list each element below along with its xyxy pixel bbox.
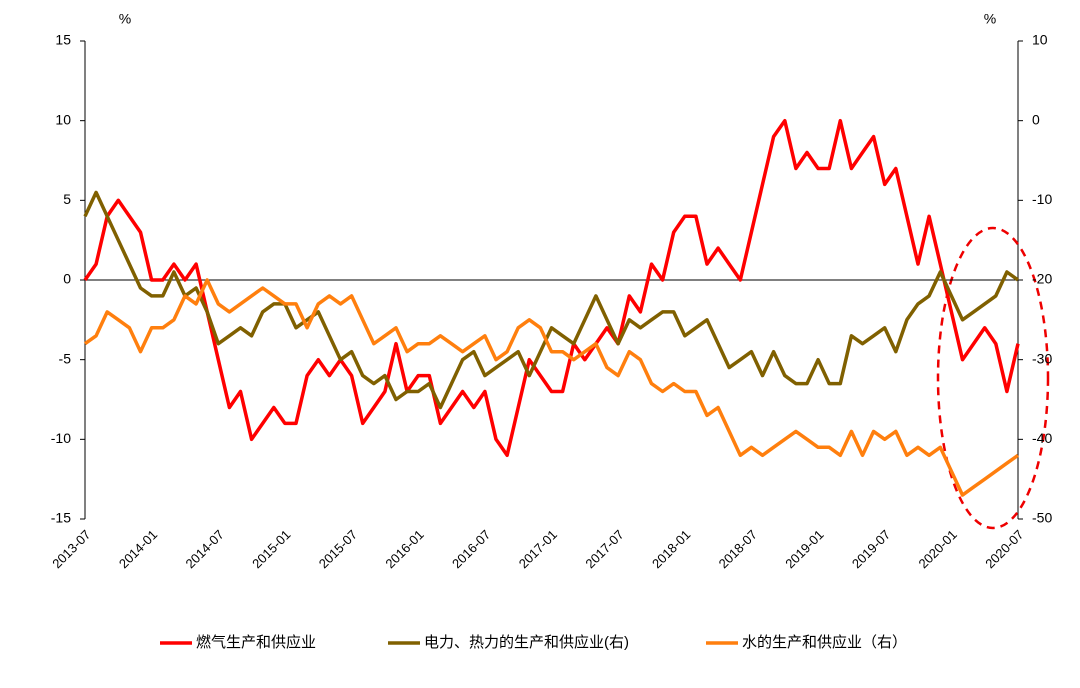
x-tick-label: 2019-01 <box>782 527 826 571</box>
y-tick-label: 10 <box>55 111 71 127</box>
x-tick-label: 2020-07 <box>982 527 1026 571</box>
x-tick-label: 2014-01 <box>116 527 160 571</box>
y2-tick-label: -50 <box>1032 510 1052 526</box>
y2-tick-label: -30 <box>1032 350 1052 366</box>
x-tick-label: 2017-01 <box>516 527 560 571</box>
y2-tick-label: 0 <box>1032 111 1040 127</box>
x-tick-label: 2019-07 <box>849 527 893 571</box>
y2-tick-label: 10 <box>1032 32 1048 48</box>
y2-tick-label: -20 <box>1032 271 1052 287</box>
x-tick-label: 2018-07 <box>716 527 760 571</box>
x-tick-label: 2020-01 <box>916 527 960 571</box>
x-tick-label: 2018-01 <box>649 527 693 571</box>
series-line <box>83 278 1020 497</box>
series-line <box>83 118 1020 458</box>
y-axis-unit: % <box>119 11 131 27</box>
y2-tick-label: -10 <box>1032 191 1052 207</box>
y-tick-label: 5 <box>63 191 71 207</box>
x-tick-label: 2017-07 <box>582 527 626 571</box>
x-tick-label: 2015-01 <box>249 527 293 571</box>
x-tick-label: 2015-07 <box>316 527 360 571</box>
y2-axis-unit: % <box>984 11 996 27</box>
series-line <box>83 190 1020 410</box>
y2-tick-label: -40 <box>1032 430 1052 446</box>
y-tick-label: -10 <box>51 430 71 446</box>
y-tick-label: -15 <box>51 510 71 526</box>
legend-label: 电力、热力的生产和供应业(右) <box>424 633 629 651</box>
legend-label: 燃气生产和供应业 <box>196 633 316 651</box>
x-tick-label: 2016-01 <box>382 527 426 571</box>
x-tick-label: 2014-07 <box>182 527 226 571</box>
y-tick-label: 0 <box>63 271 71 287</box>
y-tick-label: 15 <box>55 32 71 48</box>
x-tick-label: 2013-07 <box>49 527 93 571</box>
y-tick-label: -5 <box>59 350 72 366</box>
highlight-ellipse <box>936 226 1050 530</box>
legend-label: 水的生产和供应业（右） <box>742 633 907 651</box>
x-tick-label: 2016-07 <box>449 527 493 571</box>
